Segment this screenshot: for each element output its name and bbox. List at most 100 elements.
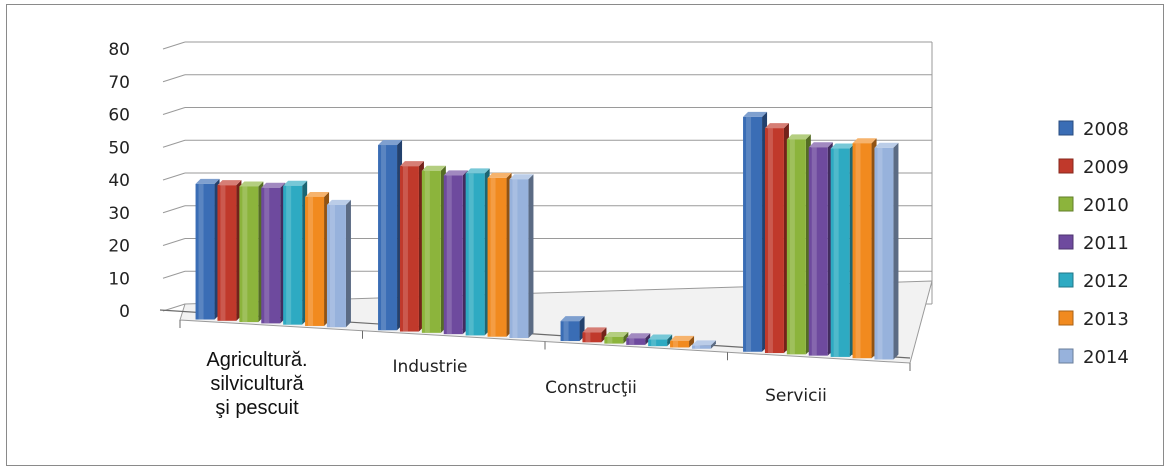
bar-highlight — [512, 179, 518, 338]
bar — [261, 187, 281, 324]
y-tick-label: 50 — [108, 138, 130, 158]
y-tick-label: 60 — [108, 106, 130, 126]
bar-top — [239, 181, 264, 187]
bar — [239, 186, 259, 323]
bar-highlight — [877, 147, 883, 360]
bar-highlight — [329, 204, 335, 328]
bar — [582, 332, 602, 343]
bar-highlight — [789, 139, 795, 355]
bar-highlight — [490, 177, 496, 337]
bar — [691, 345, 711, 349]
gridline-side — [162, 172, 186, 181]
bar-top — [378, 140, 403, 146]
bar-side — [345, 199, 351, 328]
y-tick-label: 40 — [108, 171, 130, 191]
gridline-side — [162, 238, 186, 246]
bar-highlight — [651, 339, 657, 347]
bar-top — [560, 316, 585, 322]
x-category-label: Construcţii — [545, 378, 637, 398]
bar-side — [689, 335, 695, 348]
bar-top — [195, 178, 220, 184]
bar-highlight — [402, 166, 408, 332]
y-tick-label: 30 — [108, 204, 130, 224]
bar-highlight — [694, 345, 700, 349]
bar-highlight — [381, 145, 387, 331]
bar-top — [487, 172, 512, 178]
bar-highlight — [607, 336, 613, 344]
bar-highlight — [811, 147, 817, 356]
bar — [443, 175, 463, 335]
bar-highlight — [833, 148, 839, 357]
gridline-side — [162, 270, 186, 279]
legend-label: 2010 — [1083, 195, 1129, 216]
legend-swatch — [1058, 272, 1074, 288]
bar-top — [786, 134, 811, 140]
bar-highlight — [220, 185, 226, 321]
bar-highlight — [563, 321, 569, 342]
bar-top — [808, 142, 833, 148]
bar-highlight — [746, 116, 752, 352]
legend-swatch — [1058, 120, 1074, 136]
bar-top — [874, 142, 899, 148]
bar-top — [830, 143, 855, 149]
bar — [808, 147, 828, 356]
bar — [648, 339, 668, 347]
legend-label: 2012 — [1083, 271, 1129, 292]
y-tick-label: 20 — [108, 237, 130, 257]
bar-highlight — [424, 170, 430, 333]
legend-label: 2013 — [1083, 309, 1129, 330]
bar-side — [645, 333, 651, 345]
bar-highlight — [767, 128, 773, 354]
bar — [509, 179, 529, 338]
legend-swatch — [1058, 196, 1074, 212]
gridline-side — [162, 139, 186, 148]
bar-highlight — [855, 143, 861, 359]
bar-top — [648, 334, 673, 340]
bar-side — [601, 327, 607, 343]
bar-highlight — [286, 185, 292, 325]
legend-label: 2009 — [1083, 157, 1129, 178]
x-category-label: Agricultură. silvicultură şi pescuit — [206, 349, 307, 419]
bar — [326, 204, 346, 328]
bar-top — [217, 180, 242, 186]
legend-swatch — [1058, 158, 1074, 174]
bar-highlight — [629, 338, 635, 345]
legend-label: 2011 — [1083, 233, 1129, 254]
legend-label: 2008 — [1083, 119, 1129, 140]
bar-highlight — [468, 173, 474, 336]
bar-top — [509, 174, 534, 180]
bar — [195, 183, 215, 320]
bar — [764, 128, 784, 354]
gridline-side — [162, 107, 186, 115]
gridline-side — [162, 74, 186, 83]
bar-side — [893, 142, 899, 360]
bar — [421, 170, 441, 333]
bar-side — [623, 331, 629, 344]
legend-swatch — [1058, 310, 1074, 326]
bar-highlight — [446, 175, 452, 335]
bar-top — [582, 327, 607, 333]
y-tick-label: 0 — [119, 302, 130, 322]
bar-top — [283, 180, 308, 186]
y-tick-label: 70 — [108, 73, 130, 93]
bar-top — [626, 333, 651, 339]
bar-top — [443, 170, 468, 176]
bar — [305, 196, 325, 326]
bar-top — [670, 335, 695, 341]
x-category-label: Industrie — [392, 357, 467, 377]
gridline-side — [162, 41, 186, 50]
bar-top — [261, 182, 286, 188]
legend-label: 2014 — [1083, 347, 1129, 368]
bar — [604, 336, 624, 344]
bar — [560, 321, 580, 342]
bar-highlight — [308, 196, 314, 326]
bar-highlight — [242, 186, 248, 323]
bar — [378, 145, 398, 331]
bar-top — [764, 123, 789, 129]
bar-top — [326, 199, 351, 205]
bar-top — [465, 168, 490, 174]
y-tick-label: 80 — [108, 40, 130, 60]
bar-top — [421, 165, 446, 171]
bar — [465, 173, 485, 336]
